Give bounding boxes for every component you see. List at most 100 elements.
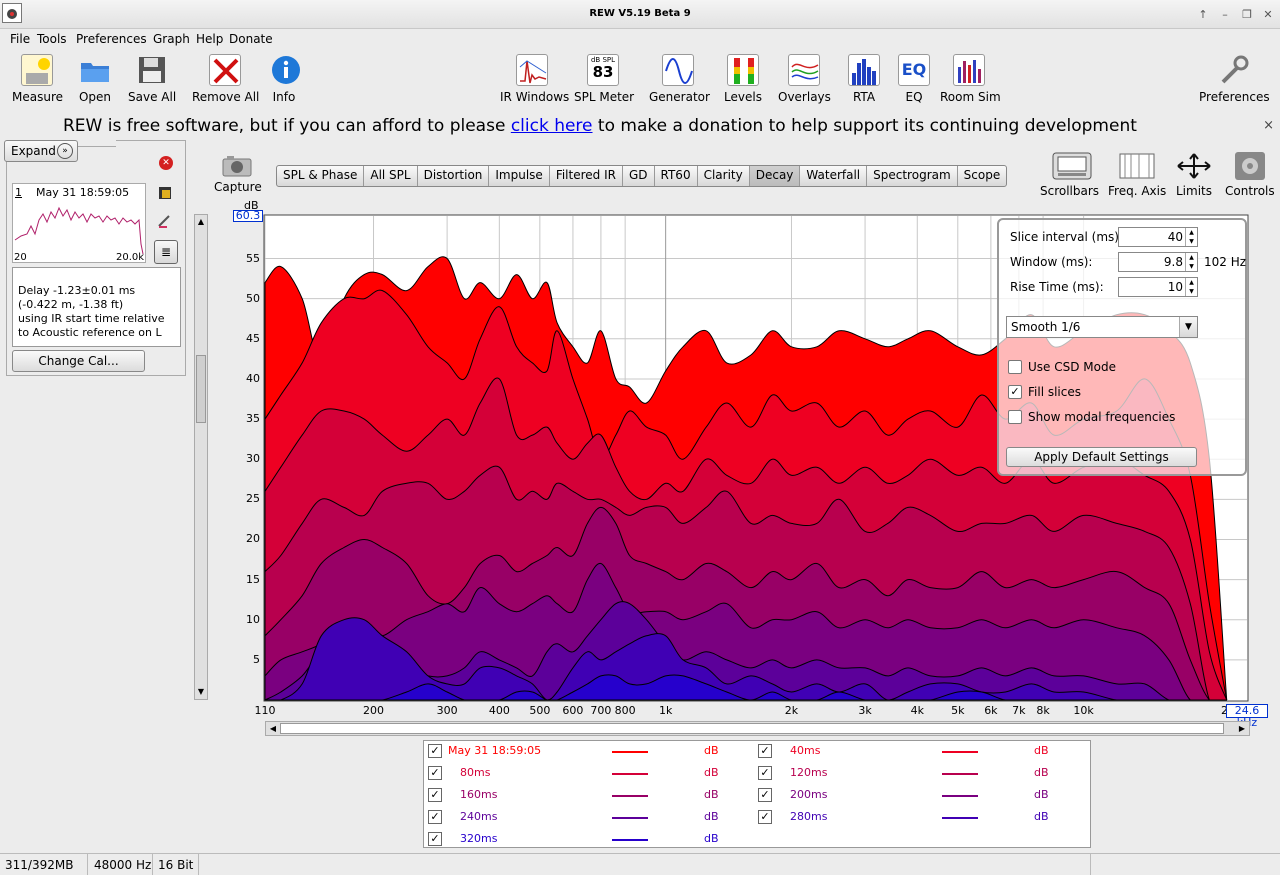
legend-checkbox[interactable]: ✓ bbox=[428, 788, 442, 802]
use-csd-checkbox[interactable] bbox=[1008, 360, 1022, 374]
vertical-scrollbar[interactable]: ▲ ▼ bbox=[194, 214, 208, 700]
legend-checkbox[interactable]: ✓ bbox=[758, 766, 772, 780]
apply-default-settings-button[interactable]: Apply Default Settings bbox=[1006, 447, 1197, 467]
tab-scope[interactable]: Scope bbox=[963, 168, 1001, 182]
status-divider bbox=[87, 854, 88, 875]
y-axis-max-field[interactable]: 60.3 bbox=[233, 210, 263, 222]
y-tick-label: 10 bbox=[246, 612, 260, 626]
show-modal-checkbox[interactable] bbox=[1008, 410, 1022, 424]
tab-distortion[interactable]: Distortion bbox=[418, 166, 490, 186]
levels-button[interactable]: Levels bbox=[724, 54, 762, 104]
measure-button[interactable]: Measure bbox=[12, 54, 63, 104]
menu-help[interactable]: Help bbox=[196, 32, 224, 46]
status-bar: 311/392MB 48000 Hz 16 Bit bbox=[0, 853, 1280, 875]
menu-graph[interactable]: Graph bbox=[153, 32, 190, 46]
scrollbars-button[interactable]: Scrollbars bbox=[1040, 152, 1099, 198]
donate-link[interactable]: click here bbox=[510, 116, 593, 136]
legend-name: 240ms bbox=[460, 810, 498, 823]
legend-checkbox[interactable]: ✓ bbox=[428, 766, 442, 780]
menu-preferences[interactable]: Preferences bbox=[76, 32, 147, 46]
menu-file[interactable]: File bbox=[10, 32, 31, 46]
generator-icon bbox=[662, 54, 694, 86]
window-spinner[interactable]: 9.8 ▲ ▼ bbox=[1118, 252, 1198, 272]
rise-time-spinner[interactable]: 10 ▲ ▼ bbox=[1118, 277, 1198, 297]
legend-checkbox[interactable]: ✓ bbox=[428, 810, 442, 824]
tab-impulse[interactable]: Impulse bbox=[489, 166, 550, 186]
x-tick-label: 200 bbox=[363, 704, 385, 717]
eq-button[interactable]: EQ EQ bbox=[898, 54, 930, 104]
remove-measurement-icon[interactable]: ✕ bbox=[159, 156, 173, 170]
slice-interval-spinner[interactable]: 40 ▲ ▼ bbox=[1118, 227, 1198, 247]
use-csd-label: Use CSD Mode bbox=[1028, 360, 1116, 374]
info-icon bbox=[270, 54, 302, 86]
save-all-button[interactable]: Save All bbox=[128, 54, 176, 104]
y-tick-label: 30 bbox=[246, 452, 260, 466]
x-axis-max-field[interactable]: 24.6 kHz bbox=[1226, 704, 1268, 729]
remove-all-button[interactable]: Remove All bbox=[192, 54, 259, 104]
notes-icon[interactable]: ≣ bbox=[154, 240, 178, 264]
tab-clarity[interactable]: Clarity bbox=[698, 166, 750, 186]
tab-spectrogram[interactable]: Spectrogram bbox=[867, 166, 958, 186]
fill-slices-checkbox[interactable]: ✓ bbox=[1008, 385, 1022, 399]
rta-button[interactable]: RTA bbox=[848, 54, 880, 104]
decay-slice-7 bbox=[265, 617, 1227, 701]
ir-windows-button[interactable]: IR Windows bbox=[500, 54, 569, 104]
generator-button[interactable]: Generator bbox=[649, 54, 710, 104]
menu-tools[interactable]: Tools bbox=[37, 32, 67, 46]
overlays-button[interactable]: Overlays bbox=[778, 54, 831, 104]
tab-rt60[interactable]: RT60 bbox=[655, 166, 698, 186]
open-button[interactable]: Open bbox=[78, 54, 112, 104]
measurement-thumbnail[interactable] bbox=[12, 183, 146, 263]
measurement-number[interactable]: 1 bbox=[15, 186, 22, 199]
freq-axis-button[interactable]: Freq. Axis bbox=[1108, 152, 1166, 198]
tab-all-spl[interactable]: All SPL bbox=[364, 166, 418, 186]
memory-status: 311/392MB bbox=[5, 858, 74, 872]
legend-checkbox[interactable]: ✓ bbox=[758, 810, 772, 824]
close-icon[interactable]: ✕ bbox=[1263, 8, 1273, 21]
tab-gd[interactable]: GD bbox=[623, 166, 655, 186]
paint-icon[interactable] bbox=[157, 185, 173, 201]
limits-button[interactable]: Limits bbox=[1176, 152, 1212, 198]
controls-button[interactable]: Controls bbox=[1225, 152, 1275, 198]
tab-filtered-ir[interactable]: Filtered IR bbox=[550, 166, 623, 186]
bit-depth-status: 16 Bit bbox=[158, 858, 194, 872]
room-sim-button[interactable]: Room Sim bbox=[940, 54, 1001, 104]
horizontal-scrollbar[interactable]: ◀ ▶ bbox=[265, 721, 1250, 736]
tab-spl-phase[interactable]: SPL & Phase bbox=[277, 166, 365, 186]
minimize-icon[interactable]: – bbox=[1222, 8, 1228, 21]
legend-checkbox[interactable]: ✓ bbox=[428, 832, 442, 846]
scroll-down-icon[interactable]: ▼ bbox=[197, 687, 205, 696]
camera-icon bbox=[222, 154, 252, 178]
spinner-arrows-icon[interactable]: ▲ ▼ bbox=[1185, 253, 1197, 271]
capture-button[interactable]: Capture bbox=[214, 154, 262, 194]
menu-donate[interactable]: Donate bbox=[229, 32, 273, 46]
spinner-arrows-icon[interactable]: ▲ ▼ bbox=[1185, 278, 1197, 296]
vertical-scroll-thumb[interactable] bbox=[196, 355, 206, 423]
tab-decay[interactable]: Decay bbox=[749, 166, 801, 186]
scroll-left-icon[interactable]: ◀ bbox=[269, 724, 277, 733]
change-cal-button[interactable]: Change Cal... bbox=[12, 350, 145, 372]
legend-checkbox[interactable]: ✓ bbox=[758, 744, 772, 758]
spinner-arrows-icon[interactable]: ▲ ▼ bbox=[1185, 228, 1197, 246]
chevron-down-icon[interactable]: ▼ bbox=[1179, 317, 1197, 337]
legend-checkbox[interactable]: ✓ bbox=[428, 744, 442, 758]
sample-rate-status: 48000 Hz bbox=[94, 858, 152, 872]
window-up-icon[interactable]: ↑ bbox=[1198, 8, 1208, 21]
spl-meter-button[interactable]: dB SPL 83 SPL Meter bbox=[574, 54, 635, 104]
scroll-right-icon[interactable]: ▶ bbox=[1238, 724, 1246, 733]
maximize-icon[interactable]: ❐ bbox=[1242, 8, 1252, 21]
horizontal-scroll-thumb[interactable] bbox=[280, 723, 1224, 734]
expand-button[interactable]: Expand » bbox=[4, 140, 78, 162]
legend-unit: dB bbox=[1034, 766, 1049, 779]
smoothing-select[interactable]: Smooth 1/6 ▼ bbox=[1006, 316, 1198, 338]
info-button[interactable]: Info bbox=[270, 54, 300, 104]
pencil-icon[interactable] bbox=[157, 212, 173, 228]
banner-close-icon[interactable]: × bbox=[1263, 118, 1274, 133]
measurement-name[interactable]: May 31 18:59:05 bbox=[36, 186, 130, 199]
preferences-button[interactable]: Preferences bbox=[1199, 54, 1270, 104]
legend-checkbox[interactable]: ✓ bbox=[758, 788, 772, 802]
tab-waterfall[interactable]: Waterfall bbox=[800, 166, 868, 186]
scroll-up-icon[interactable]: ▲ bbox=[197, 217, 205, 226]
legend-line-swatch bbox=[612, 795, 648, 797]
